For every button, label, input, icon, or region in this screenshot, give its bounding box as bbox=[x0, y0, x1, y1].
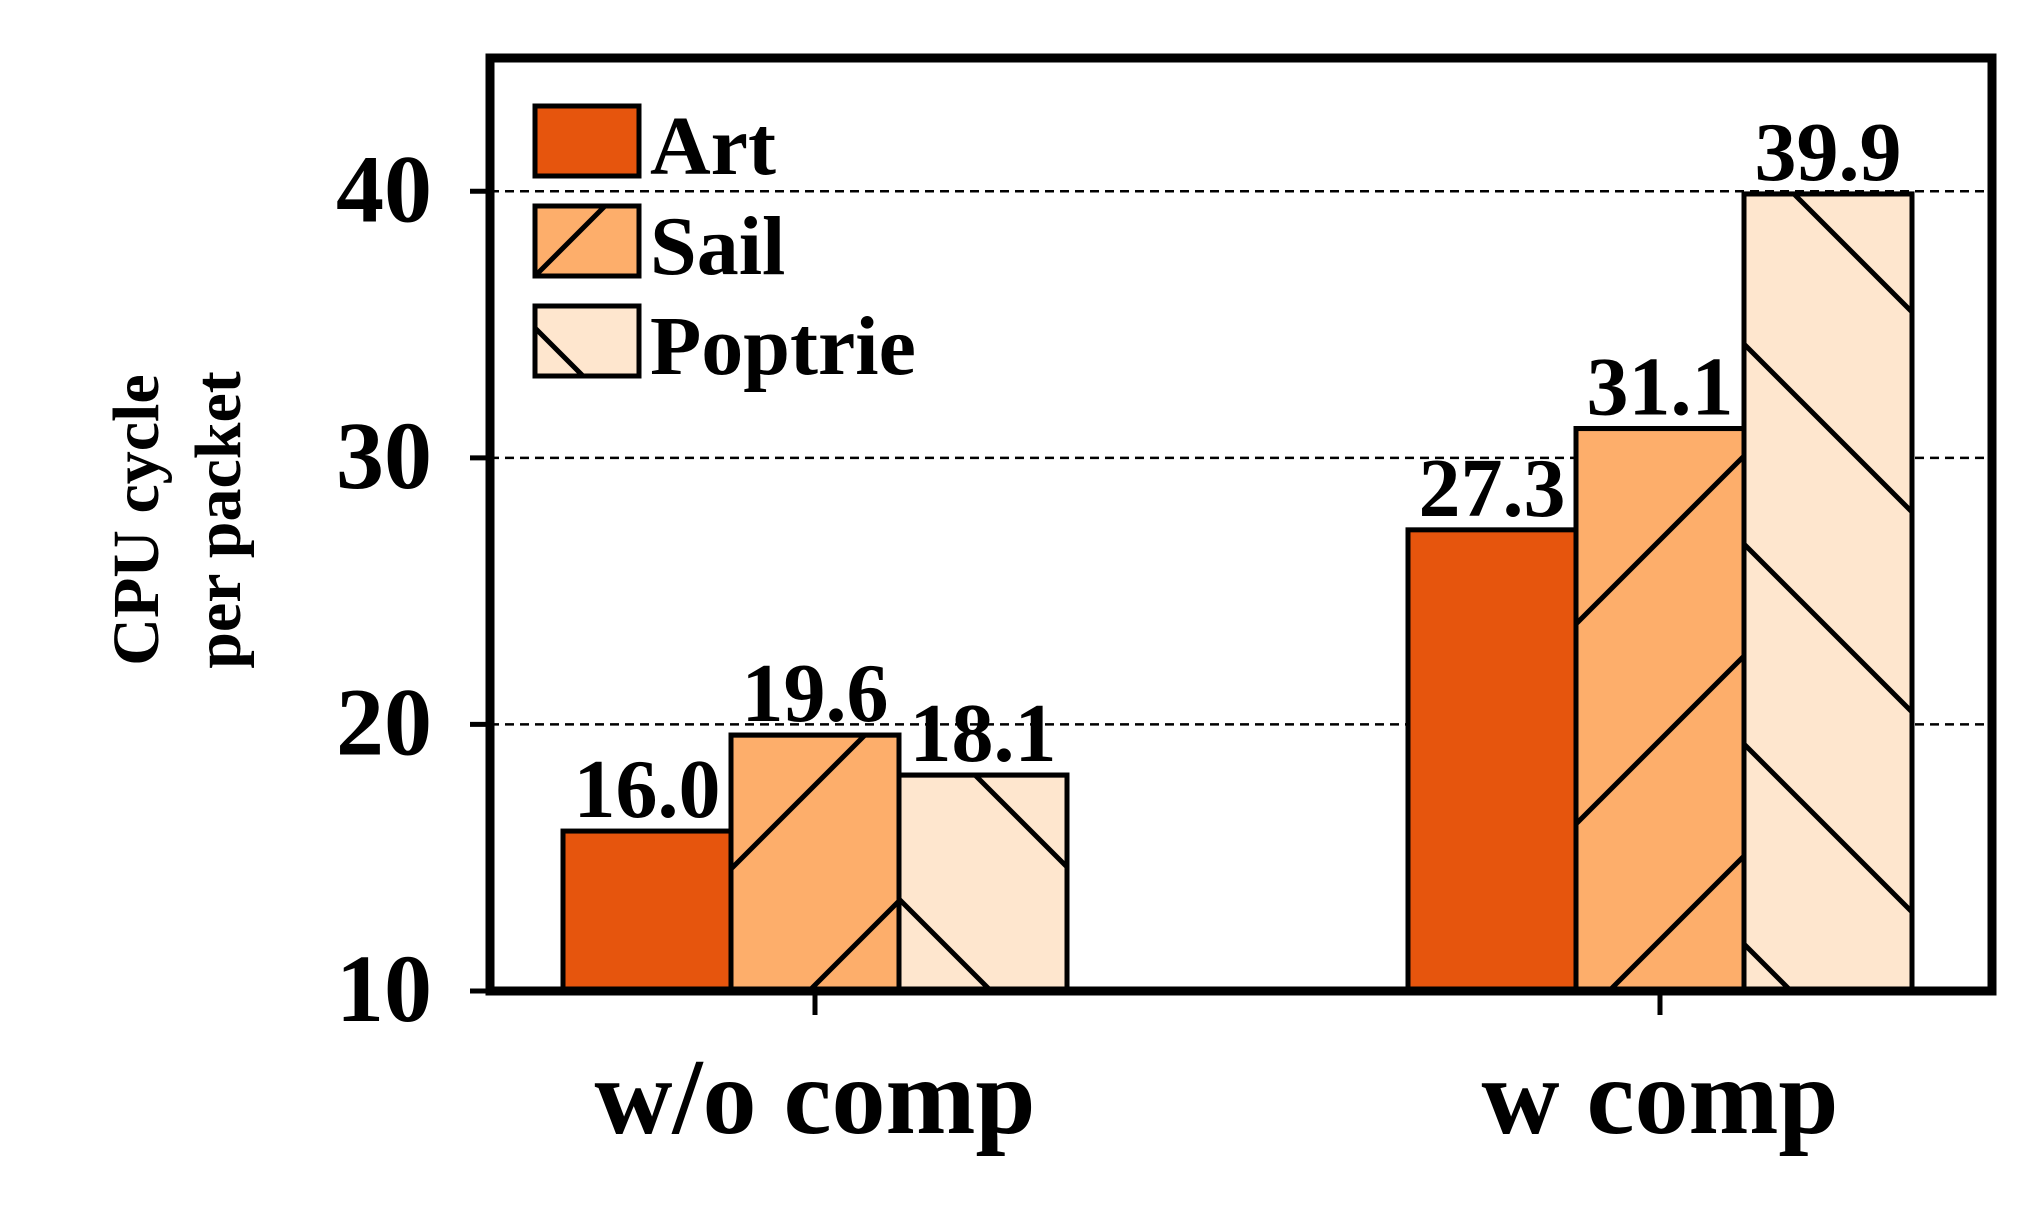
y-tick-label: 20 bbox=[336, 668, 432, 775]
bar-value-label: 39.9 bbox=[1755, 106, 1902, 199]
bars bbox=[560, 191, 1915, 994]
bar-hatch-sail-1 bbox=[728, 732, 902, 994]
y-axis-label-line-2: per packet bbox=[182, 371, 255, 669]
x-tick-label: w comp bbox=[1482, 1038, 1839, 1157]
x-tick-label: w/o comp bbox=[595, 1038, 1036, 1157]
bar-art-1 bbox=[560, 828, 734, 994]
x-axis-ticks: w/o comp w comp bbox=[595, 995, 1839, 1157]
plot-frame bbox=[485, 53, 1997, 996]
bar-art-2 bbox=[1405, 527, 1579, 994]
legend-hatch-sail bbox=[532, 203, 642, 279]
legend-label-poptrie: Poptrie bbox=[650, 300, 916, 393]
bar-hatch-sail-2 bbox=[1573, 426, 1747, 994]
bar-hatch-poptrie-2 bbox=[1741, 191, 1915, 994]
bar-value-label: 16.0 bbox=[574, 743, 721, 836]
bar-value-label: 18.1 bbox=[910, 687, 1057, 780]
y-tick-label: 40 bbox=[336, 135, 432, 242]
legend-label-art: Art bbox=[650, 100, 776, 193]
bar-value-label: 31.1 bbox=[1587, 341, 1734, 434]
bar-value-labels: 16.019.6 18.1 27.331.1 39.9 bbox=[574, 106, 1902, 836]
y-tick-label: 30 bbox=[336, 402, 432, 509]
y-axis-ticks: 10 20 30 40 bbox=[336, 135, 490, 1042]
bar-value-label: 19.6 bbox=[742, 647, 889, 740]
legend-label-sail: Sail bbox=[650, 200, 785, 293]
legend-swatch-art bbox=[532, 103, 642, 179]
legend-hatch-poptrie bbox=[532, 303, 642, 379]
bar-hatch-poptrie-1 bbox=[896, 772, 1070, 994]
y-tick-label: 10 bbox=[336, 935, 432, 1042]
bar-value-label: 27.3 bbox=[1419, 442, 1566, 535]
y-axis-label-line-1: CPU cycle bbox=[100, 374, 173, 665]
